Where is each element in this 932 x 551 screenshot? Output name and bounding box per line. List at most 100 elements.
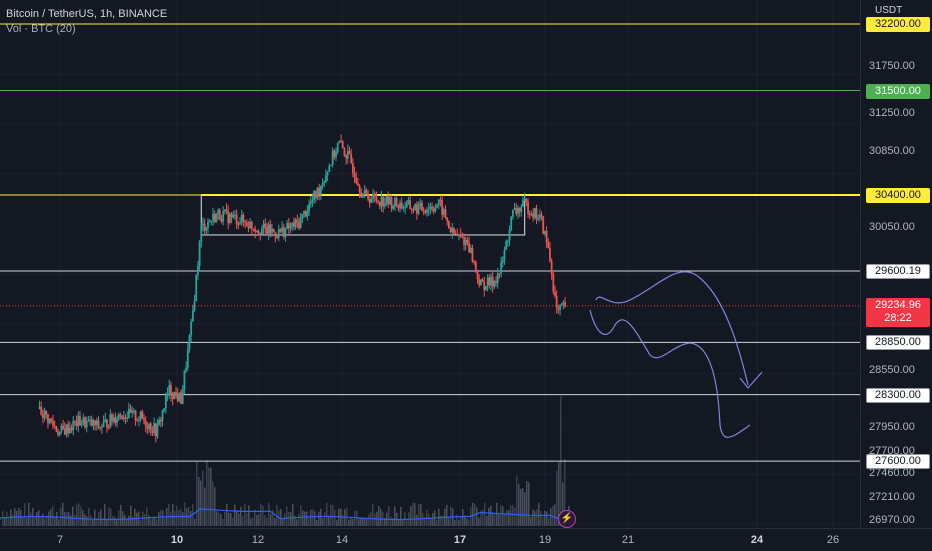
candle-body	[481, 279, 484, 282]
volume-bar	[484, 502, 486, 526]
candle-body	[308, 204, 310, 212]
projection-drawing-upper	[595, 271, 763, 389]
price-axis-label: 28550.00	[869, 363, 915, 376]
candle-body	[277, 229, 280, 238]
volume-bar	[68, 511, 70, 526]
volume-bar	[394, 506, 396, 526]
candle-body	[479, 279, 482, 286]
volume-bar	[462, 509, 464, 526]
volume-bar	[492, 513, 494, 526]
candle-body	[126, 417, 129, 419]
volume-bar	[220, 514, 222, 526]
lightning-icon[interactable]: ⚡	[558, 510, 576, 528]
volume-bar	[146, 507, 148, 526]
price-level-tag[interactable]: 27600.00	[866, 454, 930, 470]
candle-body	[116, 419, 118, 423]
candle-body	[351, 162, 354, 173]
candle-body	[191, 310, 194, 322]
candle-body	[55, 426, 58, 432]
candle-body	[345, 155, 348, 159]
volume-bar	[498, 514, 500, 526]
price-level-tag[interactable]: 31500.00	[866, 83, 930, 99]
candle-body	[57, 431, 59, 435]
volume-bar	[196, 461, 198, 526]
volume-bar	[538, 502, 540, 526]
candle-body	[296, 219, 299, 223]
candle-body	[508, 229, 511, 241]
volume-bar	[536, 509, 538, 526]
price-axis-label: 26970.00	[869, 514, 915, 526]
price-level-tag[interactable]: 28850.00	[866, 335, 930, 351]
volume-bar	[70, 515, 72, 526]
candle-body	[166, 393, 169, 396]
price-chart[interactable]	[0, 0, 860, 528]
volume-bar	[52, 506, 54, 526]
price-axis-label: 30850.00	[869, 145, 915, 158]
candle-body	[500, 262, 503, 274]
candle-body	[235, 214, 238, 224]
candle-body	[325, 175, 327, 182]
volume-bar	[476, 507, 478, 526]
volume-bar	[344, 509, 346, 526]
symbol-title[interactable]: Bitcoin / TetherUS, 1h, BINANCE	[6, 8, 168, 20]
currency-label[interactable]: USDT	[875, 5, 903, 16]
volume-bar	[544, 510, 546, 526]
candle-body	[523, 199, 526, 201]
candle-body	[60, 425, 63, 432]
volume-bar	[302, 510, 304, 526]
time-axis-label: 10	[170, 534, 184, 546]
price-level-tag[interactable]: 30400.00	[866, 188, 930, 204]
volume-bar	[460, 515, 462, 526]
volume-bar	[306, 511, 308, 526]
volume-bar	[414, 503, 416, 526]
candle-body	[271, 228, 273, 234]
candle-body	[185, 367, 187, 371]
volume-bar	[398, 519, 400, 526]
candle-body	[90, 419, 93, 426]
volume-bar	[534, 510, 536, 526]
volume-indicator-label[interactable]: Vol · BTC (20)	[6, 23, 76, 35]
current-price-tag[interactable]: 29234.96 28:22	[866, 297, 930, 327]
candle-body	[545, 230, 548, 243]
volume-bar	[204, 487, 206, 526]
candle-body	[490, 276, 492, 286]
volume-bar	[422, 513, 424, 526]
candle-body	[63, 428, 66, 435]
candle-body	[373, 193, 376, 197]
volume-bar	[526, 481, 528, 526]
candle-body	[363, 189, 366, 196]
volume-bar	[110, 508, 112, 526]
volume-bar	[522, 488, 524, 526]
candle-body	[146, 426, 149, 429]
candle-body	[498, 273, 501, 275]
volume-bar	[326, 502, 328, 526]
volume-bar	[208, 467, 210, 526]
time-axis[interactable]: 7 10 12 14 17 19 21 24 26	[0, 528, 932, 551]
candle-body	[491, 276, 494, 287]
volume-bar	[288, 511, 290, 526]
candle-body	[357, 183, 359, 186]
candle-body	[554, 291, 556, 297]
candle-body	[436, 205, 438, 208]
candle-body	[399, 202, 401, 209]
candle-body	[276, 236, 278, 238]
candle-body	[313, 191, 316, 200]
price-level-tag[interactable]: 32200.00	[866, 17, 930, 32]
candle-body	[138, 419, 140, 421]
volume-bar	[464, 515, 466, 526]
price-axis[interactable]: USDT 31750.00 31250.00 30850.00 30050.00 285…	[860, 0, 932, 528]
price-level-tag[interactable]: 29600.19	[866, 264, 930, 280]
candle-body	[153, 423, 155, 433]
candle-body	[249, 221, 252, 229]
candle-body	[254, 229, 257, 232]
volume-bar	[108, 507, 110, 526]
volume-bar	[516, 475, 518, 526]
price-level-tag[interactable]: 28300.00	[866, 387, 930, 403]
candle-body	[203, 223, 206, 231]
candle-body	[335, 151, 337, 157]
volume-bar	[292, 504, 294, 526]
candle-body	[365, 189, 368, 193]
candle-body	[104, 419, 107, 422]
volume-bar	[508, 509, 510, 526]
volume-bar	[22, 516, 24, 526]
